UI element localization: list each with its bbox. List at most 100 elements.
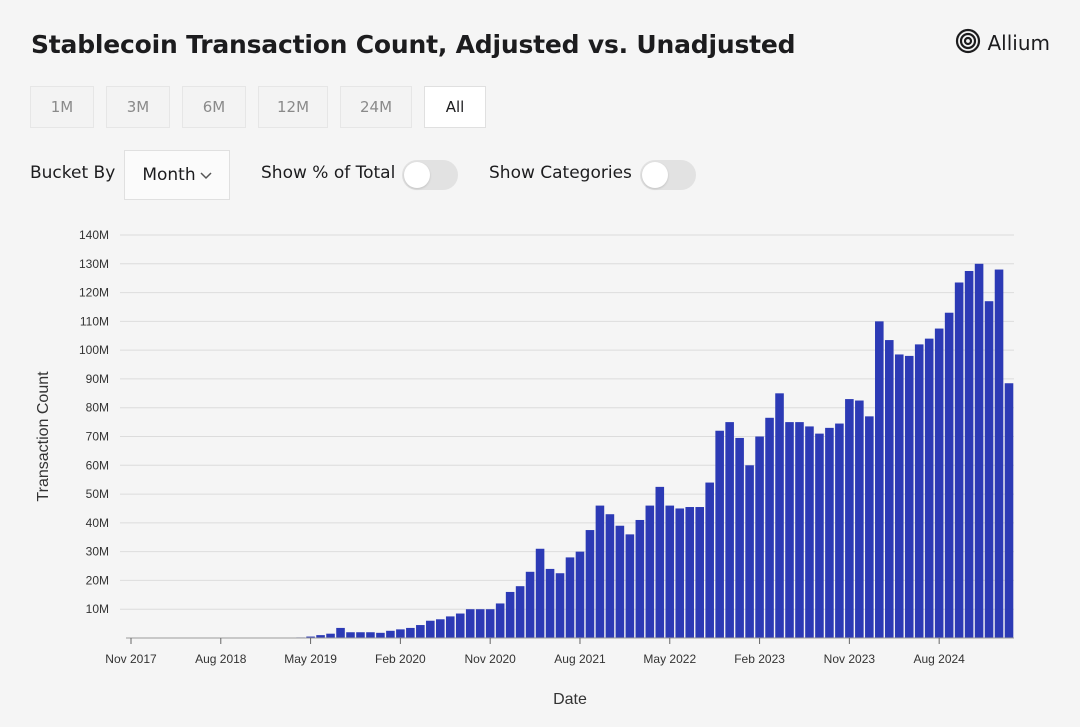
- bar[interactable]: [625, 534, 635, 638]
- bar[interactable]: [994, 269, 1004, 638]
- bar[interactable]: [436, 619, 445, 638]
- show-categories-label: Show Categories: [489, 163, 632, 183]
- toggle-knob: [642, 162, 668, 188]
- bar[interactable]: [695, 507, 704, 638]
- bar[interactable]: [964, 270, 974, 638]
- bar[interactable]: [376, 632, 385, 638]
- x-tick-label: Feb 2023: [734, 652, 785, 666]
- bar[interactable]: [765, 417, 774, 638]
- bucket-by-select[interactable]: Month: [124, 150, 230, 200]
- bar[interactable]: [745, 465, 754, 638]
- bar[interactable]: [795, 422, 804, 638]
- bar[interactable]: [954, 282, 964, 638]
- bar[interactable]: [515, 586, 525, 638]
- bar[interactable]: [755, 436, 764, 639]
- bar[interactable]: [366, 632, 375, 638]
- bar[interactable]: [316, 635, 325, 638]
- bar[interactable]: [455, 613, 465, 638]
- bar[interactable]: [815, 433, 824, 638]
- bucket-by-value: Month: [142, 165, 196, 185]
- y-tick-label: 30M: [86, 545, 109, 559]
- y-tick-label: 70M: [86, 430, 109, 444]
- brand-logo: Allium: [955, 28, 1050, 58]
- bar[interactable]: [505, 591, 515, 638]
- bar[interactable]: [575, 551, 585, 638]
- x-tick-label: Nov 2020: [464, 652, 516, 666]
- bar[interactable]: [406, 627, 415, 638]
- bar[interactable]: [944, 312, 954, 638]
- bar[interactable]: [525, 571, 535, 638]
- bar[interactable]: [336, 627, 345, 638]
- brand-name: Allium: [987, 31, 1050, 55]
- bar[interactable]: [725, 422, 734, 638]
- bar[interactable]: [585, 530, 595, 638]
- bar[interactable]: [855, 400, 864, 638]
- bar[interactable]: [396, 629, 405, 638]
- x-tick-label: Feb 2020: [375, 652, 426, 666]
- bar[interactable]: [445, 616, 455, 638]
- bar[interactable]: [904, 355, 914, 638]
- bar[interactable]: [306, 636, 315, 638]
- y-tick-label: 130M: [79, 257, 109, 271]
- bar[interactable]: [615, 525, 625, 638]
- bar[interactable]: [485, 609, 495, 638]
- bar[interactable]: [875, 321, 884, 638]
- bar[interactable]: [835, 423, 844, 638]
- bar[interactable]: [545, 568, 555, 638]
- bar[interactable]: [974, 263, 984, 638]
- bar[interactable]: [356, 632, 365, 638]
- bar[interactable]: [655, 486, 665, 638]
- y-tick-label: 120M: [79, 286, 109, 300]
- range-button-24m[interactable]: 24M: [340, 86, 412, 128]
- bar[interactable]: [465, 609, 475, 638]
- bar[interactable]: [475, 609, 485, 638]
- bar[interactable]: [884, 340, 894, 638]
- bar[interactable]: [845, 399, 854, 638]
- show-categories-toggle[interactable]: [640, 160, 696, 190]
- y-tick-label: 40M: [86, 516, 109, 530]
- bar[interactable]: [565, 557, 575, 638]
- bar[interactable]: [865, 416, 874, 638]
- x-axis-title: Date: [553, 691, 587, 708]
- bar[interactable]: [715, 430, 724, 638]
- bar[interactable]: [535, 548, 545, 638]
- bar[interactable]: [326, 633, 335, 638]
- range-button-6m[interactable]: 6M: [182, 86, 246, 128]
- bar[interactable]: [426, 620, 435, 638]
- bar[interactable]: [914, 344, 924, 638]
- bar[interactable]: [346, 632, 355, 638]
- chart-title: Stablecoin Transaction Count, Adjusted v…: [31, 30, 796, 59]
- grid-lines: [120, 234, 1014, 610]
- bar[interactable]: [894, 354, 904, 638]
- bar[interactable]: [705, 482, 714, 638]
- bar[interactable]: [735, 437, 744, 638]
- bar[interactable]: [685, 507, 695, 638]
- range-button-12m[interactable]: 12M: [258, 86, 328, 128]
- bar[interactable]: [605, 514, 615, 638]
- axes: 10M 20M 30M 40M 50M 60M 70M 80M 90M 100M 110M 120M 1…: [79, 228, 1014, 666]
- y-tick-label: 110M: [80, 314, 109, 328]
- bar[interactable]: [805, 426, 814, 638]
- x-tick-label: Aug 2024: [913, 652, 965, 666]
- bar[interactable]: [675, 508, 685, 638]
- bar[interactable]: [775, 393, 784, 638]
- bar[interactable]: [785, 422, 794, 638]
- range-button-all[interactable]: All: [424, 86, 486, 128]
- bar[interactable]: [825, 427, 834, 638]
- bar[interactable]: [635, 519, 645, 638]
- bar[interactable]: [665, 505, 675, 638]
- range-button-1m[interactable]: 1M: [30, 86, 94, 128]
- bar[interactable]: [645, 505, 655, 638]
- bar[interactable]: [984, 301, 994, 638]
- bar[interactable]: [1004, 383, 1014, 638]
- bar[interactable]: [416, 625, 425, 638]
- show-percent-toggle[interactable]: [402, 160, 458, 190]
- range-button-3m[interactable]: 3M: [106, 86, 170, 128]
- bar[interactable]: [595, 505, 605, 638]
- bar[interactable]: [934, 328, 944, 638]
- bar[interactable]: [386, 630, 395, 638]
- bar[interactable]: [495, 603, 505, 638]
- bars: [296, 263, 1014, 639]
- bar[interactable]: [555, 573, 565, 638]
- bar[interactable]: [924, 338, 934, 638]
